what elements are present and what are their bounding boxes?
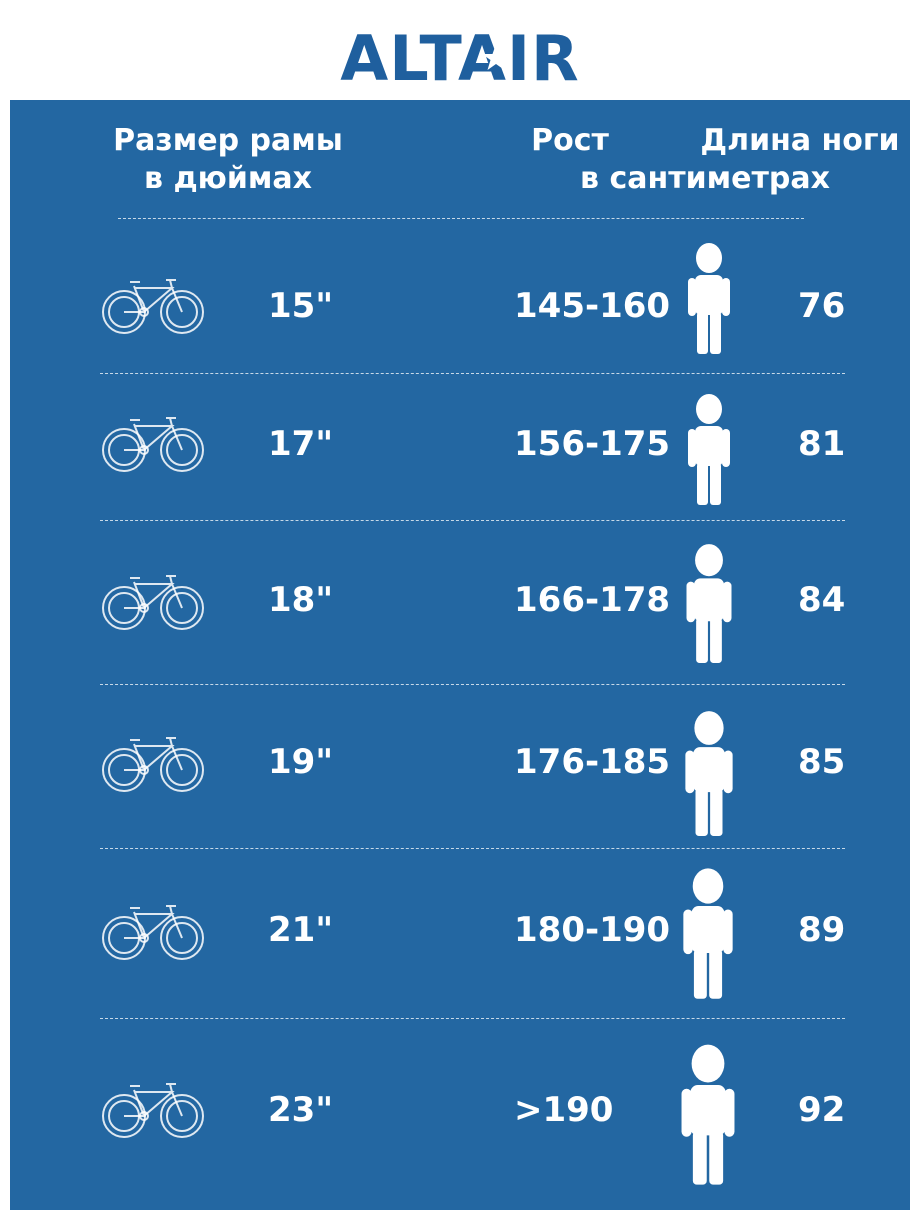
altair-logo-icon: ALTAIR	[340, 22, 580, 94]
frame-size: 15"	[268, 286, 334, 326]
person-icon	[683, 868, 733, 999]
bicycle-icon	[102, 737, 204, 792]
frame-size: 17"	[268, 424, 334, 464]
frame-size: 19"	[268, 742, 334, 782]
person-icon	[688, 243, 730, 354]
leg-length: 89	[798, 910, 846, 950]
brand-name: ALTAIR	[340, 22, 580, 94]
person-icon	[688, 394, 730, 505]
header-divider	[118, 218, 804, 219]
row-divider	[100, 373, 845, 374]
leg-length: 92	[798, 1090, 846, 1130]
row-divider	[100, 520, 845, 521]
row-divider	[100, 684, 845, 685]
bicycle-icon	[102, 575, 204, 630]
header-frame-line2: в дюймах	[144, 161, 312, 196]
person-icon	[685, 711, 733, 836]
height-range: 176-185	[514, 742, 671, 782]
star-icon	[482, 44, 510, 70]
leg-length: 84	[798, 580, 846, 620]
header-height: Рост	[531, 123, 609, 158]
leg-length: 81	[798, 424, 846, 464]
frame-size: 18"	[268, 580, 334, 620]
frame-size: 23"	[268, 1090, 334, 1130]
header-frame-line1: Размер рамы	[113, 123, 343, 158]
row-divider	[100, 848, 845, 849]
header-units: в сантиметрах	[580, 161, 830, 196]
leg-length: 76	[798, 286, 846, 326]
person-icon	[686, 544, 732, 663]
bicycle-icon	[102, 279, 204, 334]
height-range: 166-178	[514, 580, 671, 620]
header-leg-length: Длина ноги	[700, 123, 900, 158]
bicycle-icon	[102, 905, 204, 960]
height-range: >190	[514, 1090, 614, 1130]
bicycle-icon	[102, 1083, 204, 1138]
size-table-panel	[10, 100, 910, 1210]
height-range: 156-175	[514, 424, 671, 464]
frame-size: 21"	[268, 910, 334, 950]
height-range: 145-160	[514, 286, 671, 326]
person-icon	[681, 1044, 735, 1185]
bicycle-icon	[102, 417, 204, 472]
row-divider	[100, 1018, 845, 1019]
leg-length: 85	[798, 742, 846, 782]
height-range: 180-190	[514, 910, 671, 950]
header-frame-size: Размер рамы в дюймах	[98, 122, 358, 198]
brand-logo: ALTAIR	[0, 14, 920, 94]
